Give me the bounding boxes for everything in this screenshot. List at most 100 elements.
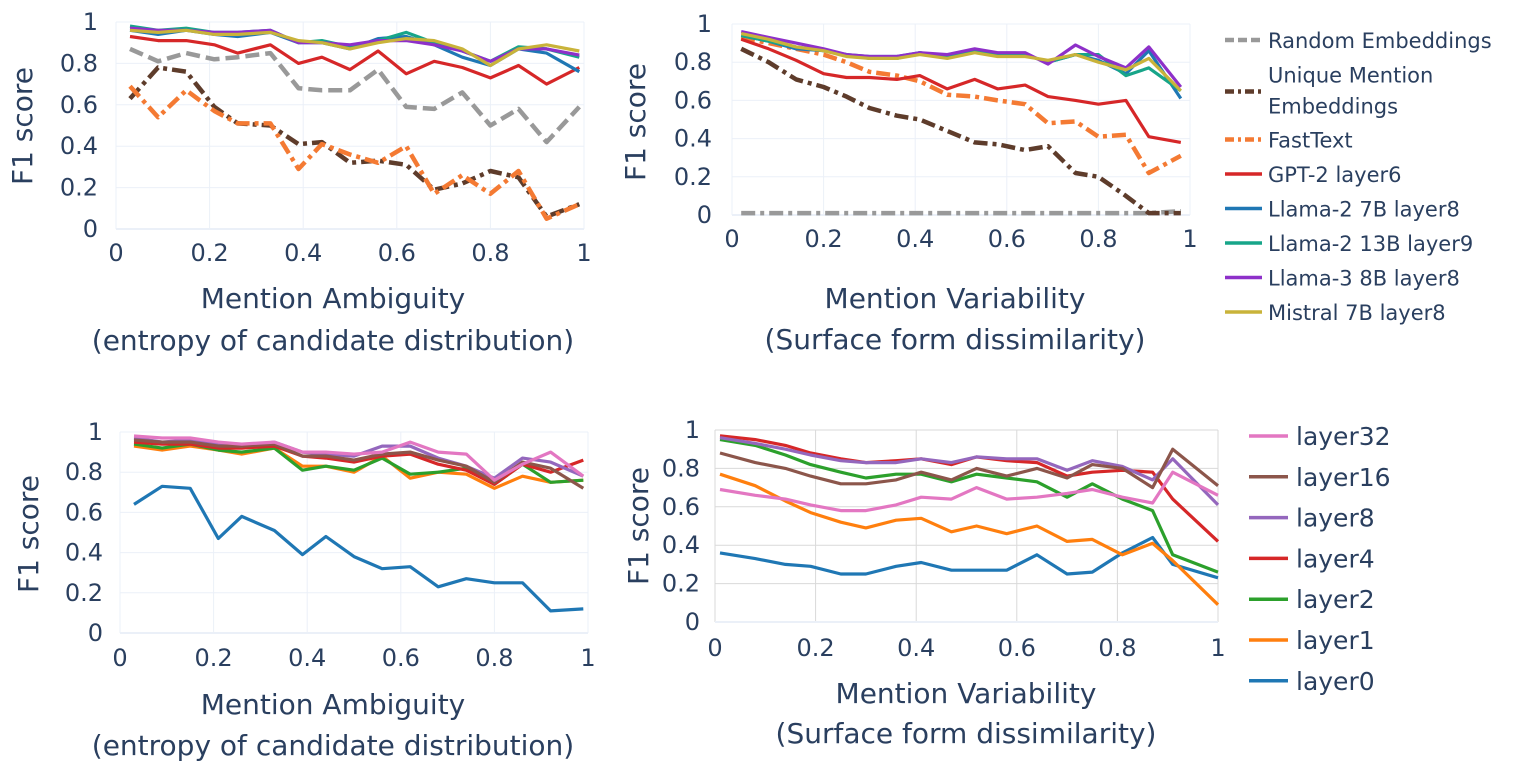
x-tick-label: 0.2 (191, 239, 229, 267)
series-line-layer8 (719, 436, 1220, 507)
x-tick-label: 0.8 (1079, 225, 1117, 253)
x-tick-label: 0.8 (471, 239, 509, 267)
legend-label: layer8 (1296, 504, 1375, 533)
x-axis-label: Mention Ambiguity (201, 282, 466, 315)
y-tick-label: 1 (685, 416, 700, 444)
series-line-layer8 (133, 436, 584, 480)
series-line-llama-3-8b-layer8 (740, 30, 1183, 88)
x-tick-label: 0.8 (1098, 634, 1136, 662)
legend-label: GPT-2 layer6 (1268, 163, 1402, 187)
y-tick-label: 1 (697, 10, 712, 38)
legend-label: Embeddings (1268, 95, 1398, 119)
legend-top: Random Embeddings Unique Mention Embedding… (1225, 29, 1492, 325)
y-axis-label: F1 score (619, 63, 652, 181)
legend-label: layer2 (1296, 585, 1375, 614)
x-tick-label: 0.6 (378, 239, 416, 267)
y-tick-label: 0.8 (65, 458, 103, 486)
x-tick-label: 1 (580, 644, 595, 672)
legend-label: layer1 (1296, 626, 1375, 655)
legend-label: Random Embeddings (1268, 29, 1492, 53)
x-axis-label: Mention Variability (836, 677, 1097, 710)
y-tick-label: 1 (88, 418, 103, 446)
y-tick-label: 0.2 (662, 570, 700, 598)
y-tick-label: 0 (88, 619, 103, 647)
y-tick-label: 0.4 (662, 531, 700, 559)
legend-label: layer0 (1296, 667, 1375, 696)
series-line-fasttext (128, 84, 581, 221)
y-tick-label: 0.2 (674, 163, 712, 191)
y-axis-label: F1 score (12, 475, 45, 593)
panel-top-left: 0 0.2 0.4 0.6 0.8 1 0 0.2 0.4 0.6 0.8 1 F1 score Ment… (6, 8, 592, 357)
x-axis-label: Mention Variability (825, 282, 1086, 315)
series-line-layer4 (133, 440, 584, 486)
y-tick-label: 0.4 (60, 132, 98, 160)
series-line-layer16 (719, 447, 1220, 490)
series-line-unique-mention-embeddings (128, 65, 581, 219)
y-axis-label: F1 score (6, 67, 39, 185)
x-tick-label: 0.4 (288, 644, 326, 672)
y-tick-label: 0.4 (65, 539, 103, 567)
y-tick-label: 0.2 (60, 174, 98, 202)
y-tick-label: 0.8 (662, 454, 700, 482)
y-tick-label: 0.6 (65, 498, 103, 526)
legend-label: layer4 (1296, 544, 1375, 573)
x-tick-label: 0.6 (382, 644, 420, 672)
x-tick-label: 0 (108, 239, 123, 267)
x-tick-label: 0.2 (195, 644, 233, 672)
series-line-mistral-7b-layer8 (129, 28, 580, 68)
y-tick-label: 0.6 (674, 86, 712, 114)
y-tick-label: 0.8 (60, 49, 98, 77)
x-tick-label: 1 (576, 239, 591, 267)
series-line-gpt-2-layer6 (129, 34, 581, 86)
y-axis-label: F1 score (622, 467, 655, 585)
series-line-random-embeddings (129, 46, 581, 145)
x-tick-label: 0.4 (896, 225, 934, 253)
series-line-fasttext (740, 35, 1182, 176)
series-line-mistral-7b-layer8 (740, 32, 1182, 92)
series-line-layer32 (719, 470, 1219, 513)
x-axis-label: Mention Ambiguity (201, 688, 466, 721)
y-tick-label: 0 (697, 201, 712, 229)
legend-bottom: layer32 layer16 layer8 layer4 layer2 layer1 la… (1249, 422, 1391, 696)
x-tick-label: 0.4 (897, 634, 935, 662)
x-axis-label-sub: (entropy of candidate distribution) (92, 324, 574, 357)
y-tick-label: 0.8 (674, 48, 712, 76)
series-line-layer1 (719, 472, 1220, 606)
x-tick-label: 0.6 (998, 634, 1036, 662)
series-line-layer2 (719, 438, 1219, 574)
series-line-layer0 (719, 535, 1219, 580)
x-tick-label: 0 (707, 634, 722, 662)
series-line-layer0 (133, 484, 584, 613)
x-tick-label: 1 (1182, 225, 1197, 253)
x-tick-label: 0.6 (988, 225, 1026, 253)
y-tick-label: 0 (685, 608, 700, 636)
x-axis-label-sub: (Surface form dissimilarity) (765, 323, 1146, 356)
legend-label: layer16 (1296, 463, 1391, 492)
panel-bottom-left: 0 0.2 0.4 0.6 0.8 1 0 0.2 0.4 0.6 0.8 1 F1 score Ment… (12, 418, 596, 762)
legend-label: Llama-3 8B layer8 (1268, 267, 1460, 291)
legend-label: FastText (1268, 129, 1353, 153)
legend-label: Llama-2 13B layer9 (1268, 232, 1473, 256)
series-line-gpt-2-layer6 (740, 37, 1182, 144)
series-line-random-embeddings (741, 208, 1181, 216)
legend-label: Unique Mention (1268, 64, 1433, 88)
legend-label: Llama-2 7B layer8 (1268, 198, 1460, 222)
x-tick-label: 0 (724, 225, 739, 253)
x-tick-label: 0.4 (284, 239, 322, 267)
panel-bottom-right: 0 0.2 0.4 0.6 0.8 1 0 0.2 0.4 0.6 0.8 1 F1 score Ment… (622, 416, 1226, 750)
y-tick-label: 0.2 (65, 579, 103, 607)
legend-label: layer32 (1296, 422, 1391, 451)
panel-top-right: 0 0.2 0.4 0.6 0.8 1 0 0.2 0.4 0.6 0.8 1 F1 score Ment… (619, 10, 1198, 356)
x-tick-label: 0 (112, 644, 127, 672)
y-tick-label: 1 (83, 8, 98, 36)
x-axis-label-sub: (Surface form dissimilarity) (776, 717, 1157, 750)
x-tick-label: 1 (1210, 634, 1225, 662)
x-tick-label: 0.8 (475, 644, 513, 672)
series-line-layer32 (133, 434, 585, 482)
y-tick-label: 0.6 (60, 91, 98, 119)
y-tick-label: 0.6 (662, 493, 700, 521)
legend-label: Mistral 7B layer8 (1268, 301, 1446, 325)
x-tick-label: 0.2 (797, 634, 835, 662)
x-axis-label-sub: (entropy of candidate distribution) (92, 729, 574, 762)
